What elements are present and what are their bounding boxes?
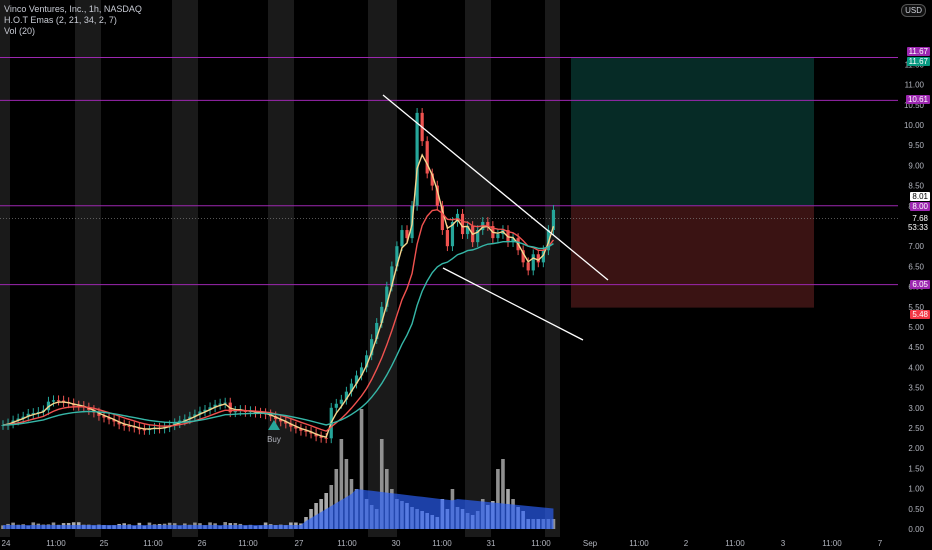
price-axis-tick: 3.50: [908, 384, 924, 393]
lower-trendline: [443, 268, 583, 340]
time-axis-tick: 2: [684, 539, 689, 548]
session-band: [0, 0, 10, 537]
stop-zone: [571, 205, 814, 307]
time-axis-tick: 26: [198, 539, 207, 548]
candle-body: [57, 400, 60, 401]
time-axis-tick: 24: [2, 539, 11, 548]
candle-body: [532, 254, 535, 270]
price-tag: 7.68: [910, 214, 930, 223]
time-axis-tick: 11:00: [238, 539, 258, 548]
price-tag: 5.48: [910, 310, 930, 319]
session-band: [75, 0, 101, 537]
price-axis-tick: 2.50: [908, 424, 924, 433]
price-tag: 11.67: [907, 47, 930, 56]
time-axis-tick: 31: [487, 539, 496, 548]
price-axis-tick: 2.00: [908, 444, 924, 453]
indicator-label[interactable]: H.O.T Emas (2, 21, 34, 2, 7): [4, 15, 142, 26]
price-axis-tick: 3.00: [908, 404, 924, 413]
price-axis-tick: 1.50: [908, 464, 924, 473]
candle-body: [52, 400, 55, 401]
currency-badge[interactable]: USD: [901, 4, 926, 17]
price-tag: 10.61: [906, 95, 930, 104]
time-axis-tick: 11:00: [629, 539, 649, 548]
price-tag: 8.00: [910, 202, 930, 211]
time-axis-tick: 30: [392, 539, 401, 548]
price-axis-tick: 5.00: [908, 323, 924, 332]
candle-body: [527, 262, 530, 270]
price-axis-tick: 8.50: [908, 182, 924, 191]
time-axis-tick: 11:00: [337, 539, 357, 548]
time-axis-tick: 11:00: [432, 539, 452, 548]
time-axis-tick: 11:00: [46, 539, 66, 548]
candle-body: [325, 438, 328, 439]
price-axis-tick: 6.50: [908, 262, 924, 271]
time-axis-tick: 11:00: [822, 539, 842, 548]
volume-label[interactable]: Vol (20): [4, 26, 142, 37]
buy-marker-label: Buy: [267, 435, 281, 444]
session-band: [268, 0, 294, 537]
candle-body: [335, 404, 338, 408]
time-axis-tick: 27: [295, 539, 304, 548]
candle-body: [416, 113, 419, 206]
price-axis-tick: 10.00: [904, 121, 925, 130]
time-axis-tick: 3: [781, 539, 786, 548]
price-axis-tick: 9.00: [908, 161, 924, 170]
price-axis-tick: 9.50: [908, 141, 924, 150]
time-axis-tick: 11:00: [143, 539, 163, 548]
price-axis-tick: 4.00: [908, 363, 924, 372]
time-axis-tick: 11:00: [725, 539, 745, 548]
price-tag: 6.05: [910, 280, 930, 289]
price-axis-tick: 1.00: [908, 485, 924, 494]
price-tag: 11.67: [907, 57, 930, 66]
symbol-title[interactable]: Vinco Ventures, Inc., 1h, NASDAQ: [4, 4, 142, 15]
candle-body: [340, 400, 343, 404]
candle-body: [496, 234, 499, 238]
session-band: [545, 0, 560, 537]
price-axis-tick: 0.00: [908, 525, 924, 534]
candle-body: [426, 141, 429, 173]
price-axis-tick: 11.00: [905, 81, 925, 90]
target-zone: [571, 58, 814, 206]
price-axis-tick: 0.50: [908, 505, 924, 514]
price-tag: 8.01: [910, 192, 930, 201]
time-axis-tick: 25: [100, 539, 109, 548]
price-tag: 53:33: [906, 223, 930, 232]
session-band: [172, 0, 198, 537]
candle-body: [446, 230, 449, 246]
session-band: [465, 0, 491, 537]
time-axis-tick: Sep: [583, 539, 598, 548]
candle-body: [400, 230, 403, 246]
price-axis-tick: 4.50: [908, 343, 924, 352]
time-axis-tick: 11:00: [531, 539, 551, 548]
chart-legend: Vinco Ventures, Inc., 1h, NASDAQ H.O.T E…: [4, 4, 142, 37]
price-axis-tick: 7.00: [908, 242, 924, 251]
time-axis-tick: 7: [878, 539, 883, 548]
